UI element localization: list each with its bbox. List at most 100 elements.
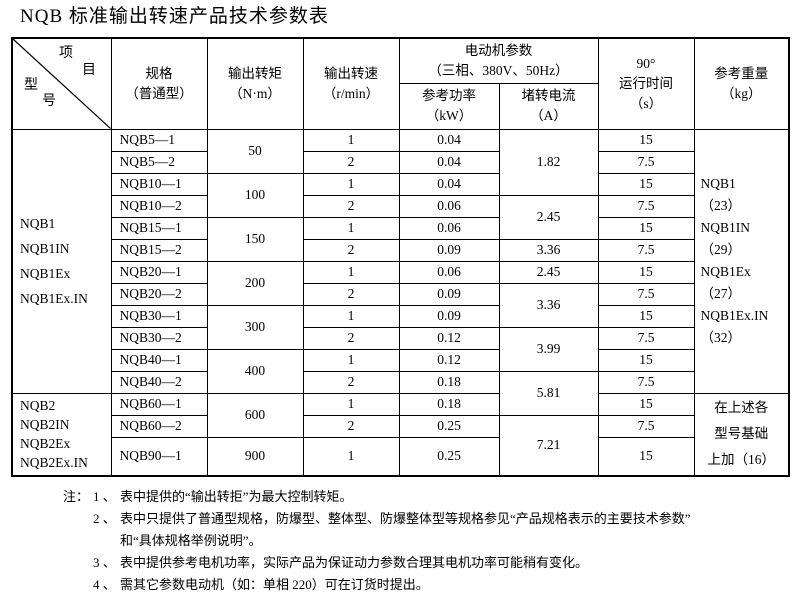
notes: 注： 1 、表中提供的“输出转拒”为最大控制转矩。 2 、表中只提供了普通型规格，防… (63, 486, 691, 595)
model-group-1: NQB1 NQB1IN NQB1Ex NQB1Ex.IN (11, 128, 112, 394)
spec: NQB60—1 (110, 392, 208, 416)
power: 0.09 (398, 238, 500, 262)
current: 7.21 (498, 414, 599, 477)
current: 2.45 (498, 260, 599, 284)
time: 7.5 (597, 370, 695, 394)
page-title: NQB 标准输出转速产品技术参数表 (20, 6, 329, 27)
torque: 300 (206, 304, 304, 350)
speed: 1 (302, 172, 400, 196)
torque: 100 (206, 172, 304, 218)
power: 0.18 (398, 370, 500, 394)
current: 2.45 (498, 194, 599, 240)
spec: NQB15—2 (110, 238, 208, 262)
power: 0.09 (398, 304, 500, 328)
power: 0.04 (398, 172, 500, 196)
header-item-char: 项 (59, 46, 73, 61)
spec: NQB5—1 (110, 128, 208, 152)
torque: 50 (206, 128, 304, 174)
speed: 1 (302, 436, 400, 477)
torque: 600 (206, 392, 304, 438)
header-stall-current: 堵转电流 （A） (498, 82, 599, 130)
speed: 1 (302, 128, 400, 152)
speed: 2 (302, 326, 400, 350)
torque: 900 (206, 436, 304, 477)
power: 0.18 (398, 392, 500, 416)
current: 5.81 (498, 370, 599, 416)
spec: NQB20—2 (110, 282, 208, 306)
speed: 1 (302, 348, 400, 372)
note-line: 2 、表中只提供了普通型规格，防爆型、整体型、防爆整体型等规格参见“产品规格表示… (93, 511, 691, 526)
power: 0.06 (398, 194, 500, 218)
diagonal-line (13, 39, 111, 129)
header-spec: 规格 （普通型） (110, 37, 208, 130)
time: 7.5 (597, 282, 695, 306)
time: 7.5 (597, 194, 695, 218)
weight-group-2: 在上述各 型号基础 上加（16） (693, 392, 790, 477)
parameters-table: 项 目 型 号 规格 （普通型） 输出转矩 （N·m） 输出转速 （r/min） (11, 37, 790, 477)
header-torque: 输出转矩 （N·m） (206, 37, 304, 130)
model-group-2: NQB2 NQB2IN NQB2Ex NQB2Ex.IN (11, 392, 112, 477)
spec: NQB10—2 (110, 194, 208, 218)
note-line: 3 、表中提供参考电机功率，实际产品为保证动力参数合理其电机功率可能稍有变化。 (93, 555, 589, 570)
speed: 1 (302, 260, 400, 284)
spec: NQB30—2 (110, 326, 208, 350)
power: 0.06 (398, 260, 500, 284)
power: 0.25 (398, 414, 500, 438)
time: 15 (597, 304, 695, 328)
speed: 2 (302, 414, 400, 438)
spec: NQB60—2 (110, 414, 208, 438)
speed: 1 (302, 304, 400, 328)
torque: 400 (206, 348, 304, 394)
power: 0.04 (398, 150, 500, 174)
speed: 2 (302, 282, 400, 306)
speed: 1 (302, 216, 400, 240)
speed: 2 (302, 370, 400, 394)
current: 3.36 (498, 282, 599, 328)
time: 15 (597, 392, 695, 416)
time: 15 (597, 128, 695, 152)
header-model-char: 型 (24, 78, 38, 93)
power: 0.25 (398, 436, 500, 477)
time: 15 (597, 436, 695, 477)
spec: NQB5—2 (110, 150, 208, 174)
header-weight: 参考重量 （kg） (693, 37, 790, 130)
note-line: 注： 1 、表中提供的“输出转拒”为最大控制转矩。 (63, 489, 353, 504)
speed: 2 (302, 194, 400, 218)
header-motor-params: 电动机参数 （三相、380V、50Hz） (398, 37, 599, 84)
current: 3.36 (498, 238, 599, 262)
header-ref-power: 参考功率 （kW） (398, 82, 500, 130)
spec: NQB40—2 (110, 370, 208, 394)
weight-group-1: NQB1 （23） NQB1IN （29） NQB1Ex （27） NQB1Ex.IN （32… (693, 128, 790, 394)
power: 0.06 (398, 216, 500, 240)
speed: 2 (302, 150, 400, 174)
header-model-char: 号 (42, 94, 56, 109)
speed: 1 (302, 392, 400, 416)
spec: NQB30—1 (110, 304, 208, 328)
spec: NQB10—1 (110, 172, 208, 196)
time: 7.5 (597, 326, 695, 350)
power: 0.12 (398, 348, 500, 372)
time: 15 (597, 172, 695, 196)
time: 15 (597, 260, 695, 284)
torque: 150 (206, 216, 304, 262)
header-run-time: 90° 运行时间 （s） (597, 37, 695, 130)
time: 15 (597, 348, 695, 372)
current: 3.99 (498, 326, 599, 372)
header-speed: 输出转速 （r/min） (302, 37, 400, 130)
current: 1.82 (498, 128, 599, 196)
spec: NQB40—1 (110, 348, 208, 372)
speed: 2 (302, 238, 400, 262)
time: 7.5 (597, 414, 695, 438)
time: 7.5 (597, 150, 695, 174)
spec: NQB90—1 (110, 436, 208, 477)
torque: 200 (206, 260, 304, 306)
power: 0.09 (398, 282, 500, 306)
power: 0.04 (398, 128, 500, 152)
note-line: 和“具体规格举例说明”。 (120, 533, 262, 548)
time: 7.5 (597, 238, 695, 262)
table-body: NQB1 NQB1IN NQB1Ex NQB1Ex.IN NQB5—1 50 1 0.04 1.… (11, 128, 790, 477)
header-corner-cell: 项 目 型 号 (11, 37, 112, 130)
time: 15 (597, 216, 695, 240)
header-item-char: 目 (82, 63, 96, 78)
